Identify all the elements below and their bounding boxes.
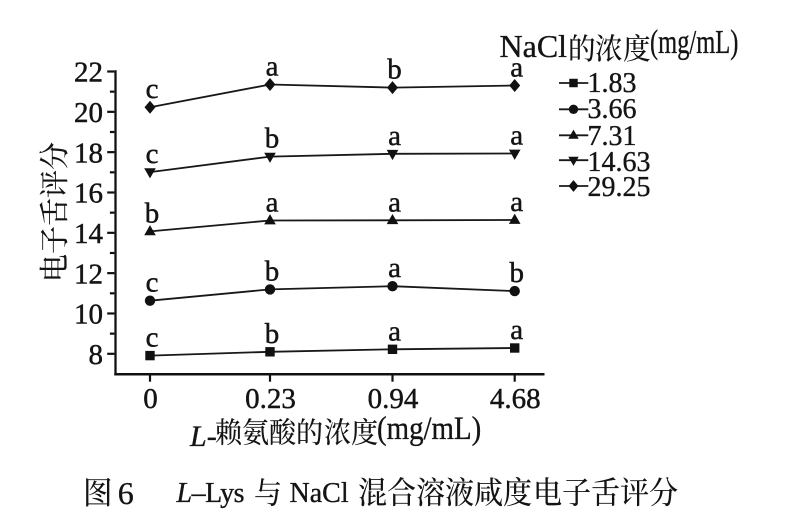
svg-text:20: 20 <box>74 97 103 129</box>
svg-text:8: 8 <box>89 339 104 371</box>
svg-text:18: 18 <box>74 137 103 169</box>
svg-text:4.68: 4.68 <box>490 383 541 415</box>
svg-text:a: a <box>388 186 401 218</box>
svg-text:a: a <box>266 51 279 83</box>
svg-text:a: a <box>510 120 523 152</box>
svg-text:10: 10 <box>74 299 103 331</box>
svg-text:b: b <box>387 54 402 86</box>
svg-text:12: 12 <box>74 258 103 290</box>
svg-text:0.94: 0.94 <box>368 383 419 415</box>
svg-text:22: 22 <box>74 57 103 89</box>
svg-text:c: c <box>146 267 159 299</box>
svg-text:b: b <box>265 255 280 287</box>
svg-text:a: a <box>388 252 401 284</box>
svg-text:a: a <box>266 187 279 219</box>
svg-text:a: a <box>510 52 523 84</box>
svg-text:b: b <box>265 318 280 350</box>
svg-text:b: b <box>509 257 524 289</box>
svg-text:a: a <box>510 186 523 218</box>
svg-text:b: b <box>145 197 160 229</box>
svg-text:b: b <box>265 123 280 155</box>
svg-text:a: a <box>388 315 401 347</box>
svg-text:c: c <box>146 73 159 105</box>
svg-text:a: a <box>510 314 523 346</box>
svg-text:c: c <box>146 322 159 354</box>
svg-text:c: c <box>146 138 159 170</box>
svg-text:a: a <box>388 120 401 152</box>
svg-text:16: 16 <box>74 178 103 210</box>
svg-text:0: 0 <box>143 383 158 415</box>
svg-text:0.23: 0.23 <box>245 383 296 415</box>
svg-text:14: 14 <box>74 218 104 250</box>
